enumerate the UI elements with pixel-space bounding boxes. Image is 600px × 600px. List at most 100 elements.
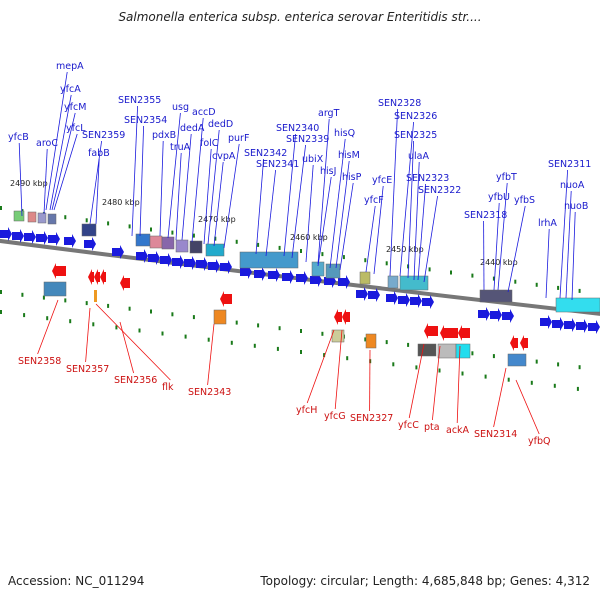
reverse-gene-arrow bbox=[94, 269, 100, 285]
forward-gene-arrow bbox=[588, 320, 600, 334]
tick-mark bbox=[128, 224, 131, 229]
tick-mark bbox=[257, 323, 260, 328]
scale-label: 2450 kbp bbox=[386, 245, 424, 254]
forward-gene-leader bbox=[339, 182, 354, 271]
forward-gene-leader bbox=[283, 133, 296, 257]
forward-gene-label-folc: folC bbox=[200, 138, 219, 149]
tick-mark bbox=[107, 221, 110, 226]
tick-mark bbox=[171, 312, 174, 317]
reverse-gene-label-sen2357: SEN2357 bbox=[66, 364, 109, 375]
forward-gene-leader bbox=[365, 205, 376, 273]
tick-mark bbox=[214, 236, 217, 241]
forward-gene-label-sen2354: SEN2354 bbox=[124, 115, 167, 126]
tick-mark bbox=[46, 316, 49, 321]
feature-block bbox=[135, 233, 151, 247]
forward-gene-leader bbox=[265, 169, 276, 257]
forward-gene-label-sen2341: SEN2341 bbox=[256, 159, 299, 170]
tick-mark bbox=[0, 310, 2, 314]
reverse-gene-leader bbox=[37, 299, 59, 355]
tick-mark bbox=[514, 279, 517, 284]
forward-gene-arrow bbox=[478, 307, 490, 321]
forward-gene-leader bbox=[175, 152, 182, 241]
forward-gene-label-cvpa: cvpA bbox=[212, 151, 236, 162]
feature-block bbox=[161, 236, 175, 250]
tick-mark bbox=[128, 306, 131, 311]
forward-gene-leader bbox=[191, 117, 204, 243]
forward-gene-label-hisq: hisQ bbox=[334, 128, 355, 139]
forward-gene-label-mepa: mepA bbox=[56, 61, 84, 72]
reverse-gene-label-yfch: yfcH bbox=[296, 405, 317, 416]
forward-gene-arrow bbox=[136, 249, 148, 263]
tick-mark bbox=[461, 371, 464, 376]
forward-gene-arrow bbox=[576, 319, 588, 333]
forward-gene-label-hism: hisM bbox=[338, 150, 360, 161]
scale-label: 2460 kbp bbox=[290, 233, 328, 242]
forward-gene-label-trua: truA bbox=[170, 142, 191, 153]
forward-gene-leader bbox=[18, 142, 23, 217]
tick-mark bbox=[150, 227, 152, 232]
forward-gene-label-argt: argT bbox=[318, 108, 340, 119]
tick-mark bbox=[492, 276, 495, 281]
forward-gene-leader bbox=[545, 228, 550, 299]
tick-mark bbox=[530, 380, 533, 385]
reverse-gene-leader bbox=[334, 329, 343, 410]
reverse-gene-arrow bbox=[120, 275, 130, 291]
forward-gene-label-hisj: hisJ bbox=[320, 166, 336, 177]
forward-gene-leader bbox=[497, 182, 508, 291]
feature-block bbox=[455, 343, 471, 359]
reverse-gene-label-flk: flk bbox=[162, 382, 174, 393]
forward-gene-leader bbox=[413, 161, 420, 281]
tick-mark bbox=[484, 374, 487, 379]
forward-gene-leader bbox=[223, 143, 240, 249]
tick-mark bbox=[364, 258, 367, 263]
tick-mark bbox=[278, 326, 281, 331]
forward-gene-arrow bbox=[386, 291, 398, 305]
tick-mark bbox=[235, 320, 238, 325]
forward-gene-arrow bbox=[0, 227, 12, 241]
forward-gene-label-accd: accD bbox=[192, 107, 216, 118]
feature-block bbox=[189, 240, 203, 254]
tick-mark bbox=[342, 255, 345, 260]
reverse-gene-arrow bbox=[100, 269, 106, 285]
forward-gene-leader bbox=[213, 161, 224, 247]
reverse-gene-label-yfcc: yfcC bbox=[398, 420, 419, 431]
forward-gene-arrow bbox=[112, 245, 124, 259]
tick-mark bbox=[300, 329, 302, 333]
tick-mark bbox=[85, 218, 88, 223]
forward-gene-leader bbox=[317, 118, 330, 265]
forward-gene-arrow bbox=[296, 271, 308, 285]
forward-gene-label-sen2323: SEN2323 bbox=[406, 173, 449, 184]
tick-mark bbox=[0, 206, 2, 210]
feature-block bbox=[239, 251, 299, 269]
forward-gene-leader bbox=[571, 211, 576, 301]
tick-mark bbox=[150, 309, 152, 314]
tick-mark bbox=[207, 337, 210, 342]
forward-gene-arrow bbox=[184, 256, 196, 270]
tick-mark bbox=[407, 342, 410, 347]
reverse-gene-label-acka: ackA bbox=[446, 425, 470, 436]
reverse-gene-label-pta: pta bbox=[424, 422, 440, 433]
tick-mark bbox=[321, 331, 324, 336]
feature-block bbox=[81, 223, 97, 237]
forward-gene-label-yfca: yfcA bbox=[60, 84, 81, 95]
tick-mark bbox=[415, 365, 418, 370]
forward-gene-label-nuoa: nuoA bbox=[560, 180, 585, 191]
feature-block bbox=[37, 212, 47, 224]
tick-mark bbox=[535, 359, 538, 364]
reverse-gene-leader bbox=[456, 345, 461, 424]
forward-gene-leader bbox=[317, 176, 332, 267]
tick-mark bbox=[364, 337, 367, 342]
tick-mark bbox=[23, 313, 26, 318]
reverse-gene-arrow bbox=[440, 325, 458, 341]
forward-gene-arrow bbox=[422, 295, 434, 309]
tick-mark bbox=[257, 242, 260, 247]
forward-gene-arrow bbox=[254, 267, 266, 281]
reverse-gene-leader bbox=[408, 343, 425, 419]
tick-mark bbox=[535, 282, 538, 287]
reverse-gene-leader bbox=[432, 345, 441, 421]
forward-gene-leader bbox=[335, 160, 350, 269]
forward-gene-leader bbox=[95, 158, 100, 225]
forward-gene-leader bbox=[51, 112, 76, 211]
forward-gene-label-sen2326: SEN2326 bbox=[394, 111, 437, 122]
